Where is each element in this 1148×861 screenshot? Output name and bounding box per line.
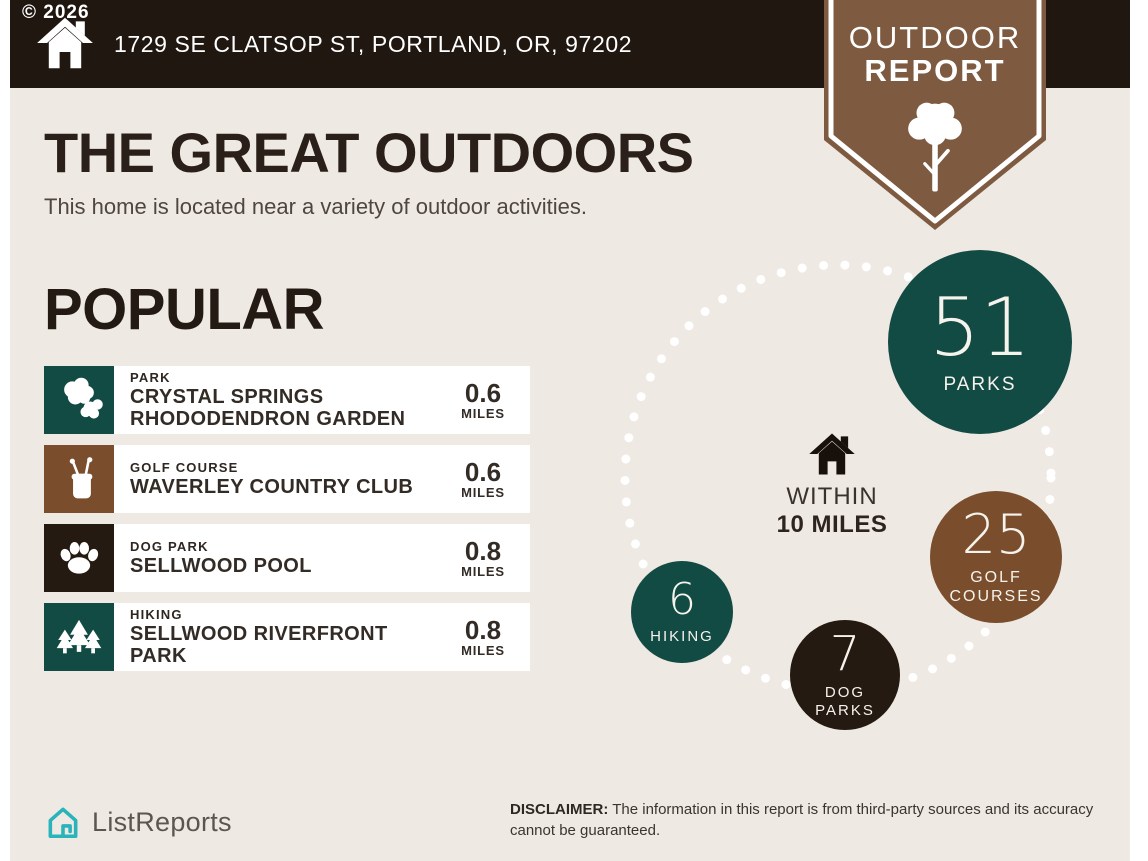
- disclaimer-text: The information in this report is from t…: [510, 801, 1094, 840]
- within-label: WITHIN: [786, 483, 878, 510]
- pine-trees-icon: [44, 603, 114, 671]
- listreports-logo: ListReports: [44, 803, 232, 841]
- stat-circle-dog-parks: 7 DOG PARKS: [790, 620, 900, 730]
- place-name: CRYSTAL SPRINGS RHODODENDRON GARDEN: [130, 385, 406, 430]
- disclaimer: DISCLAIMER: The information in this repo…: [510, 799, 1118, 842]
- stat-circle-hiking: 6 HIKING: [631, 561, 733, 663]
- distance: 0.6 MILES: [461, 377, 505, 421]
- distance: 0.8 MILES: [461, 535, 505, 579]
- within-radius-center: WITHIN 10 MILES: [752, 432, 912, 539]
- dotted-radius-ring: [620, 260, 1056, 696]
- list-item-hiking: HIKING SELLWOOD RIVERFRONT PARK 0.8 MILE…: [44, 603, 530, 671]
- page-title: THE GREAT OUTDOORS: [44, 121, 694, 184]
- card-body: DOG PARK SELLWOOD POOL 0.8 MILES: [114, 524, 530, 592]
- category-label: DOG PARK: [130, 538, 209, 554]
- popular-list: PARK CRYSTAL SPRINGS RHODODENDRON GARDEN…: [44, 366, 530, 682]
- listreports-house-icon: [48, 807, 78, 839]
- golf-bag-icon: [44, 445, 114, 513]
- badge-title: OUTDOOR REPORT: [848, 20, 1022, 88]
- brand-name: ListReports: [92, 806, 232, 837]
- paw-icon: [44, 524, 114, 592]
- distance: 0.6 MILES: [461, 456, 505, 500]
- stat-circle-golf-courses: 25 GOLF COURSES: [930, 491, 1062, 623]
- flyer-background: 1729 SE CLATSOP ST, PORTLAND, OR, 97202 …: [10, 0, 1130, 861]
- category-label: PARK: [130, 369, 171, 385]
- list-item-golf-course: GOLF COURSE WAVERLEY COUNTRY CLUB 0.6 MI…: [44, 445, 530, 513]
- stat-circle-parks: 51 PARKS: [888, 250, 1072, 434]
- place-name: SELLWOOD POOL: [130, 554, 312, 577]
- card-body: GOLF COURSE WAVERLEY COUNTRY CLUB 0.6 MI…: [114, 445, 530, 513]
- distance: 0.8 MILES: [461, 614, 505, 658]
- popular-heading: POPULAR: [44, 277, 325, 342]
- copyright-watermark: © 2026: [22, 2, 90, 23]
- place-name: WAVERLEY COUNTRY CLUB: [130, 475, 414, 498]
- card-body: PARK CRYSTAL SPRINGS RHODODENDRON GARDEN…: [114, 366, 530, 434]
- list-item-dog-park: DOG PARK SELLWOOD POOL 0.8 MILES: [44, 524, 530, 592]
- outdoor-report-badge: OUTDOOR REPORT: [824, 0, 1046, 232]
- disclaimer-label: DISCLAIMER:: [510, 801, 609, 818]
- home-icon: [36, 16, 94, 70]
- category-label: HIKING: [130, 606, 183, 622]
- list-item-park: PARK CRYSTAL SPRINGS RHODODENDRON GARDEN…: [44, 366, 530, 434]
- tree-icon: [908, 102, 962, 192]
- card-body: HIKING SELLWOOD RIVERFRONT PARK 0.8 MILE…: [114, 603, 530, 671]
- property-address: 1729 SE CLATSOP ST, PORTLAND, OR, 97202: [114, 30, 633, 57]
- category-label: GOLF COURSE: [130, 459, 239, 475]
- page-subtitle: This home is located near a variety of o…: [44, 194, 587, 219]
- home-icon: [808, 432, 856, 476]
- within-distance: 10 MILES: [776, 511, 888, 538]
- park-bush-icon: [44, 366, 114, 434]
- place-name: SELLWOOD RIVERFRONT PARK: [130, 622, 388, 667]
